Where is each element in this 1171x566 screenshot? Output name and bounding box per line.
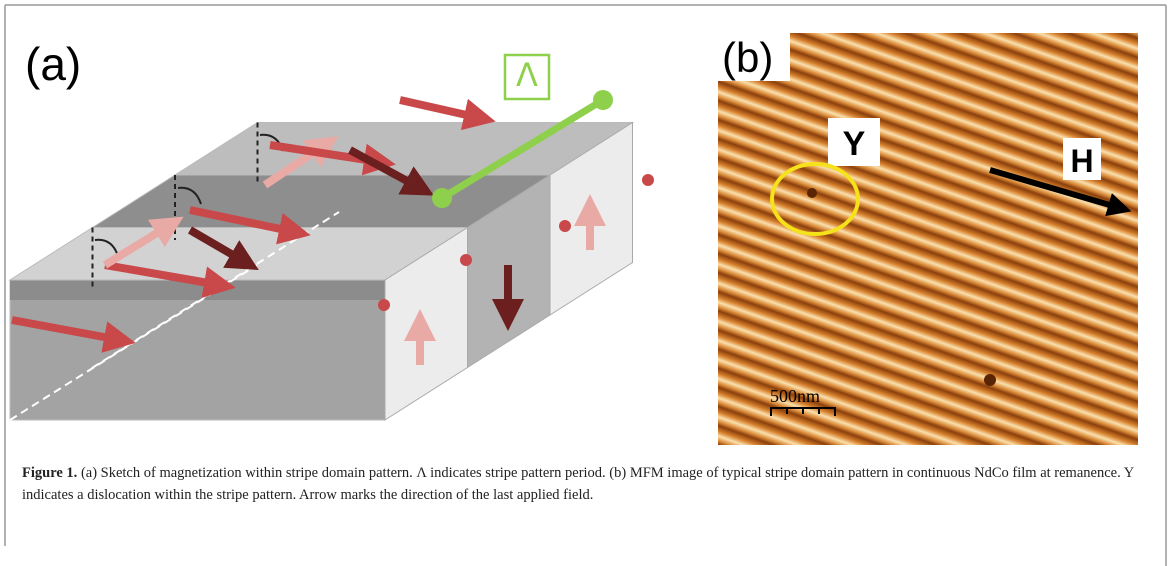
scale-bar-label: 500nm (770, 386, 820, 406)
caption-label: Figure 1. (22, 465, 77, 481)
panel-label: (a) (25, 38, 81, 90)
domain-sketch (10, 55, 654, 420)
caption: Figure 1. (a) Sketch of magnetization wi… (22, 462, 1152, 506)
panel-label: (b) (722, 34, 773, 81)
defect (807, 188, 817, 198)
mfm-image (718, 33, 1138, 445)
dislocation-label: Y (843, 125, 866, 163)
period-label: Λ (516, 56, 538, 94)
field-label: H (1070, 143, 1093, 179)
caption-text: (a) Sketch of magnetization within strip… (22, 465, 1134, 503)
defect (984, 374, 996, 386)
figure-page: Λ (a) (b) Y H 500nm Figure 1. (a) Sketch… (0, 0, 1171, 566)
